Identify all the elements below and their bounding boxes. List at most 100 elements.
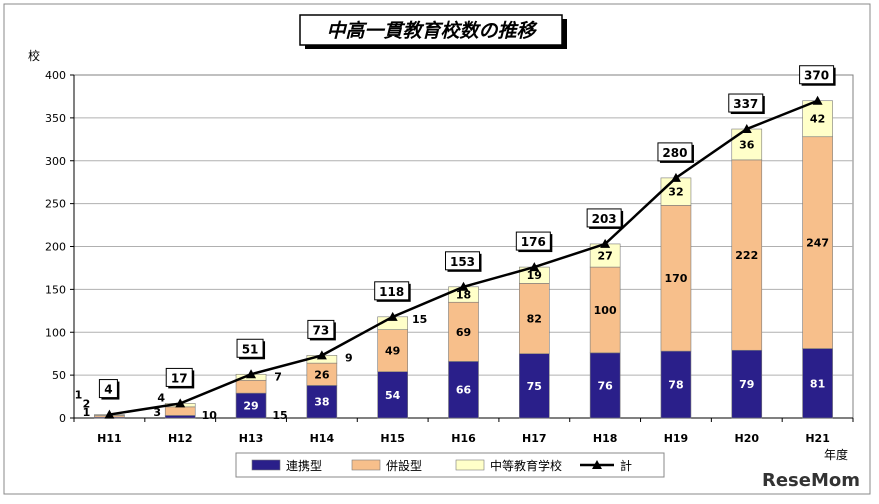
bar-value-label: 81 [810,377,825,390]
total-value-label: 370 [804,69,829,83]
bar-segment [377,329,408,372]
bar-value-label: 82 [527,313,542,326]
total-point-marker [741,124,752,134]
bar-segment [660,350,692,419]
bar-value-label: 75 [527,380,542,393]
bar-segment [802,100,833,138]
total-point-marker [246,369,257,379]
bar-value-label: 1 [83,406,91,419]
y-tick-label: 250 [45,198,66,211]
bar-value-label: 36 [739,138,755,151]
bar-value-label: 49 [385,345,400,358]
y-tick-label: 0 [59,412,66,425]
legend: 連携型 併設型 中等教育学校 計 [235,452,665,478]
bar-value-label: 247 [806,237,829,250]
x-tick-label: H14 [310,432,335,445]
bar-segment [448,301,479,362]
bar-value-label: 15 [412,313,427,326]
x-tick-label: H15 [380,432,405,445]
bar-value-label: 19 [527,269,542,282]
y-tick-label: 50 [52,369,66,382]
bar-value-label: 10 [202,409,218,422]
legend-label: 連携型 [286,458,322,473]
bar-value-label: 9 [345,351,353,364]
legend-swatch [251,459,281,471]
total-point-marker [458,281,469,291]
legend-label: 計 [620,458,632,473]
x-tick-label: H12 [168,432,193,445]
total-point-marker [812,95,823,105]
total-label-box [98,379,118,399]
bar-value-label: 7 [274,370,282,383]
x-axis-label: 年度 [824,447,848,462]
bar-segment [802,136,833,349]
bar-value-label: 69 [456,326,471,339]
y-tick-label: 150 [45,283,66,296]
chart-title: 中高一貫教育校数の推移 [326,20,538,42]
bar-value-label: 78 [668,379,683,392]
total-value-label: 51 [242,342,259,356]
bar-segment [589,266,621,354]
total-value-label: 176 [521,235,546,249]
total-value-label: 118 [379,285,404,299]
total-value-label: 153 [450,255,475,269]
x-tick-label: H20 [735,432,760,445]
bar-segment [164,406,196,416]
y-tick-label: 350 [45,112,66,125]
bar-segment [235,379,267,394]
x-tick-label: H13 [239,432,264,445]
x-tick-label: H18 [593,432,618,445]
bar-segment [731,159,763,351]
total-label-box [307,319,335,339]
x-tick-label: H19 [664,432,689,445]
total-value-label: 203 [592,212,617,226]
legend-swatch [351,459,381,471]
data-labels: 121 3 10 4 29 15 7 38 26 9 54 49 15 66 69 18 75 82 19 76 100… [75,65,836,422]
legend-line-marker [592,460,602,469]
bar-segment [731,128,763,161]
total-point-marker [529,262,540,272]
y-tick-label: 400 [45,69,66,82]
total-label-box [586,208,622,228]
total-point-marker [104,409,115,419]
total-label-box [236,338,264,358]
bar-value-label: 15 [272,409,287,422]
total-label-box [165,367,193,387]
total-label-box [515,231,551,251]
total-value-label: 337 [733,97,758,111]
bar-segment [377,371,408,419]
total-point-marker [175,398,186,408]
total-line [104,95,823,419]
legend-label: 中等教育学校 [490,458,562,473]
total-value-label: 280 [662,146,687,160]
bar-value-label: 54 [385,389,401,402]
bar-segment [660,205,692,352]
bars [94,100,833,419]
bar-value-label: 42 [810,113,825,126]
legend-swatch [455,459,485,471]
y-ticks: 0 50 100 150 200 250 300 350 400 [45,69,74,425]
bar-segment [519,283,550,354]
bar-value-label: 66 [456,384,472,397]
total-label-box [657,142,693,162]
bar-segment [164,415,196,419]
bar-value-label: 26 [314,368,330,381]
bar-value-label: 4 [157,391,165,404]
total-value-label: 4 [104,383,112,397]
chart-title-box: 中高一貫教育校数の推移 [299,14,567,49]
bar-value-label: 222 [735,249,758,262]
bar-value-label: 32 [668,186,683,199]
bar-segment [589,352,621,419]
total-label-box [374,281,410,301]
bar-value-label: 3 [153,406,161,419]
bar-value-label: 2 [83,397,91,410]
bar-value-label: 79 [739,378,754,391]
bar-value-label: 170 [664,272,687,285]
total-point-marker [600,238,611,248]
total-value-label: 73 [313,323,330,337]
total-point-marker [316,350,327,360]
x-tick-label: H16 [451,432,476,445]
bar-segment [731,349,763,419]
bar-value-label: 100 [594,304,617,317]
y-tick-label: 300 [45,155,66,168]
